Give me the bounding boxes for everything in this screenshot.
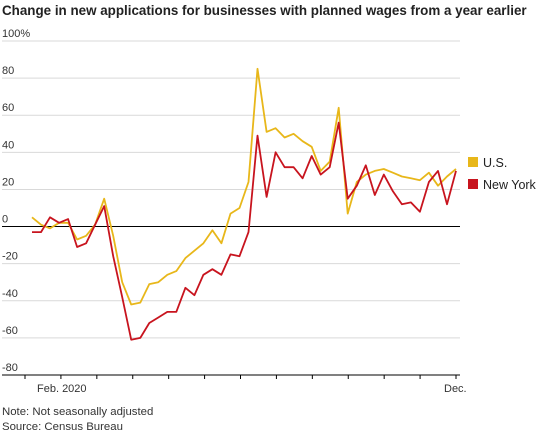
legend-label: New York — [483, 178, 537, 192]
legend-swatch — [468, 179, 478, 189]
chart-title: Change in new applications for businesse… — [2, 3, 527, 18]
series-layer — [31, 67, 457, 341]
legend-swatch — [468, 157, 478, 167]
y-tick-label: 60 — [2, 102, 14, 114]
y-tick-label: 20 — [2, 176, 14, 188]
y-tick-label: 80 — [2, 65, 14, 77]
grid-layer — [2, 40, 460, 376]
x-tick-label: Feb. 2020 — [37, 383, 87, 395]
source-note: Source: Census Bureau — [2, 421, 123, 433]
y-tick-label: 100% — [2, 28, 30, 40]
legend: U.S. New York — [468, 156, 537, 192]
y-axis-labels: 100% 80 60 40 20 0 -20 -40 -60 -80 — [2, 28, 30, 374]
x-axis: Feb. 2020 Dec. — [2, 374, 467, 395]
y-tick-label: 40 — [2, 139, 14, 151]
x-tick-label: Dec. — [444, 383, 467, 395]
y-tick-label: -20 — [2, 251, 18, 263]
y-tick-label: 0 — [2, 214, 8, 226]
series-line-new-york — [32, 121, 457, 341]
y-tick-label: -80 — [2, 362, 18, 374]
y-tick-label: -40 — [2, 288, 18, 300]
footnote: Note: Not seasonally adjusted — [2, 406, 154, 418]
y-tick-label: -60 — [2, 325, 18, 337]
series-line-us — [31, 67, 457, 306]
legend-label: U.S. — [483, 156, 507, 170]
